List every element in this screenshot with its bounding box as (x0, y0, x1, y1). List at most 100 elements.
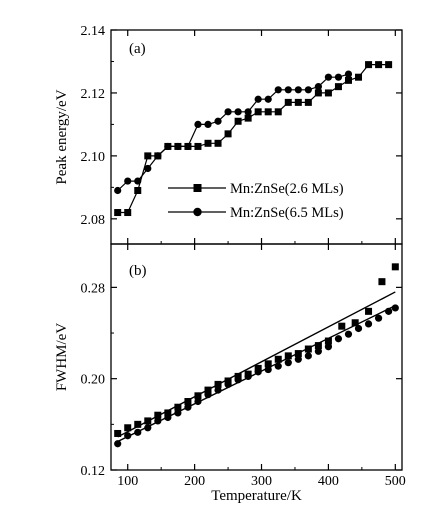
y-tick-label: 2.08 (81, 213, 106, 228)
y-axis-title: FWHM/eV (54, 323, 70, 391)
circle-point (254, 95, 262, 103)
plot-frame (110, 243, 403, 471)
square-point (154, 411, 162, 419)
circle-point (304, 352, 312, 360)
square-point (391, 263, 399, 271)
square-point (164, 409, 172, 417)
square-point (385, 61, 393, 69)
circle-point (364, 320, 373, 328)
square-point (304, 98, 312, 106)
square-point (134, 420, 142, 428)
square-point (194, 392, 202, 400)
circle-point (304, 86, 312, 94)
square-point (194, 142, 202, 150)
circle-point (214, 117, 222, 125)
circle-point (334, 335, 343, 343)
circle-point (324, 73, 333, 81)
square-point (214, 139, 222, 147)
square-point (378, 278, 386, 286)
circle-point (354, 324, 363, 333)
circle-point (334, 73, 343, 81)
y-axis-title: Peak energy/eV (54, 89, 70, 184)
square-point (274, 108, 282, 116)
square-point (224, 130, 232, 138)
circle-point (284, 86, 292, 94)
circle-point (124, 177, 132, 185)
y-tick-label: 2.14 (81, 24, 106, 39)
circle-point (164, 142, 172, 151)
square-point (334, 83, 342, 91)
square-point (324, 337, 332, 345)
square-point (344, 76, 352, 84)
circle-point (124, 432, 132, 440)
fit-line (117, 291, 396, 438)
circle-point (164, 413, 172, 422)
circle-point (204, 120, 212, 129)
square-point (365, 61, 373, 69)
circle-point (264, 365, 272, 374)
square-point (204, 139, 212, 147)
circle-point (324, 343, 333, 351)
circle-point (144, 164, 152, 173)
square-point (124, 209, 132, 217)
circle-point (204, 391, 212, 399)
x-tick-label: 200 (184, 474, 205, 489)
square-point (254, 108, 262, 116)
legend-label: Mn:ZnSe(2.6 MLs) (230, 181, 344, 197)
circle-point (254, 368, 262, 376)
panel-a-peak-energy: 2.08 2.10 2.12 2.14 (a) Peak energy/eV Mn:ZnSe… (54, 24, 403, 245)
y-tick-label: 0.28 (81, 281, 106, 296)
square-point (214, 380, 222, 388)
circle-point (244, 372, 252, 381)
x-tick-label: 300 (251, 474, 272, 489)
square-point (204, 386, 212, 394)
circle-point (184, 142, 192, 151)
square-point (124, 424, 132, 432)
circle-point (154, 152, 162, 160)
series-squares (114, 263, 399, 438)
x-axis-title: Temperature/K (211, 488, 302, 504)
square-point (375, 61, 383, 69)
circle-point (154, 417, 162, 425)
square-point (184, 398, 192, 406)
y-tick-label: 2.10 (81, 150, 106, 165)
square-point (234, 117, 242, 125)
y-tick-label: 0.20 (81, 373, 106, 388)
legend: Mn:ZnSe(2.6 MLs) Mn:ZnSe(6.5 MLs) (168, 181, 344, 221)
circle-point (374, 314, 383, 322)
circle-point (391, 304, 399, 312)
y-tick-label: 2.12 (81, 87, 106, 102)
square-point (355, 73, 363, 81)
circle-point (274, 362, 282, 370)
circle-point (144, 424, 152, 432)
circle-point (114, 186, 122, 195)
circle-point (294, 355, 302, 363)
square-point (244, 114, 252, 122)
square-point (284, 98, 292, 106)
square-point (144, 417, 152, 425)
circle-point (344, 330, 353, 338)
square-point (284, 352, 292, 360)
square-point (174, 403, 182, 411)
square-point (114, 429, 122, 437)
circle-point (134, 428, 142, 436)
x-tick-label: 500 (385, 474, 406, 489)
x-tick-label: 100 (117, 474, 138, 489)
circle-point (174, 142, 182, 151)
circle-point (194, 397, 202, 406)
circle-point (194, 120, 202, 129)
circle-point (264, 95, 272, 103)
square-point (144, 152, 152, 160)
legend-label: Mn:ZnSe(6.5 MLs) (230, 205, 344, 221)
circle-point (244, 108, 252, 116)
legend-item: Mn:ZnSe(6.5 MLs) (168, 205, 344, 221)
circle-point (234, 376, 242, 384)
legend-item: Mn:ZnSe(2.6 MLs) (168, 181, 344, 197)
square-point (324, 89, 332, 97)
circle-point (234, 108, 242, 116)
legend-square-marker (193, 184, 202, 192)
square-point (264, 108, 272, 116)
circle-point (134, 177, 142, 185)
square-point (274, 355, 282, 363)
